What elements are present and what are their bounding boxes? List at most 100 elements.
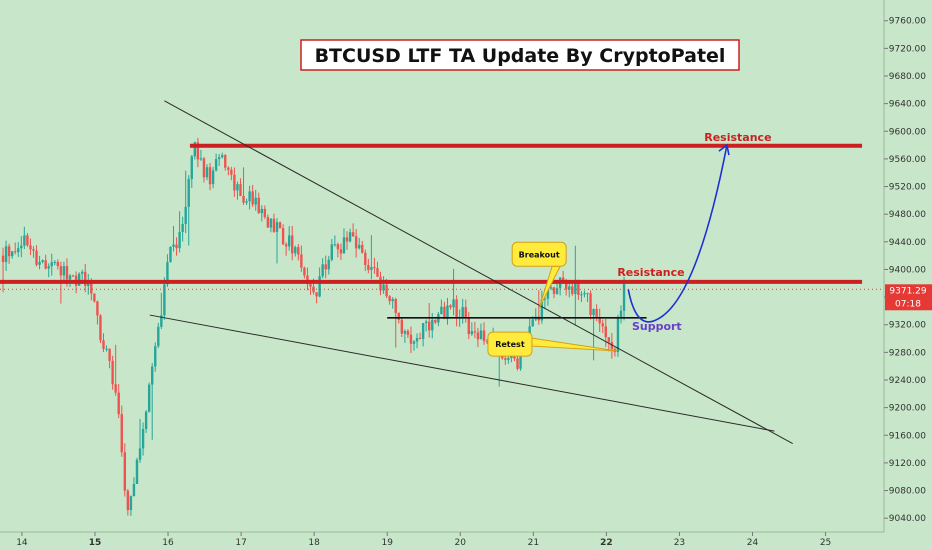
candle-down: [242, 167, 245, 205]
candle-up: [507, 356, 510, 364]
candle-up: [446, 297, 449, 325]
price-tick-label: 9280.00: [889, 348, 926, 358]
time-tick-label: 25: [820, 538, 831, 548]
candle-down: [291, 225, 294, 261]
price-tick-label: 9400.00: [889, 265, 926, 275]
candle-up: [574, 245, 577, 326]
projection-arrowhead: [718, 143, 730, 156]
candle-down: [272, 213, 276, 233]
candle-up: [4, 240, 8, 271]
time-tick-label: 23: [674, 538, 685, 548]
candle-down: [324, 255, 327, 279]
chart-title-box: [300, 39, 740, 71]
candle-up: [260, 205, 263, 222]
candle-up: [461, 298, 464, 324]
price-tick-label: 9720.00: [889, 44, 926, 54]
price-tick-label: 9160.00: [889, 431, 926, 441]
current-price-value: 9371.29: [889, 286, 926, 296]
candle-up: [132, 477, 136, 497]
candle-down: [428, 303, 431, 338]
candle-down: [315, 292, 318, 304]
candle-up: [187, 175, 190, 246]
candle-down: [239, 178, 242, 197]
candle-up: [141, 422, 145, 456]
candle-down: [400, 317, 404, 337]
candle-up: [163, 277, 166, 320]
candle-up: [190, 154, 193, 188]
candle-down: [96, 300, 99, 325]
current-price-tag-box: [885, 284, 932, 311]
candle-up: [17, 242, 20, 258]
candle-down: [306, 267, 309, 291]
candle-down: [589, 290, 592, 320]
time-tick-label: 24: [747, 538, 759, 548]
candle-down: [208, 163, 212, 191]
candle-down: [464, 299, 467, 323]
candle-up: [172, 225, 175, 252]
candle-down: [394, 297, 397, 348]
candle-down: [26, 233, 29, 247]
price-tick-label: 9080.00: [889, 487, 926, 497]
chart-title-text: BTCUSD LTF TA Update By CryptoPatel: [315, 45, 726, 67]
candle-down: [482, 322, 486, 345]
candle-up: [479, 323, 483, 340]
candle-up: [184, 170, 187, 234]
time-tick-label: 19: [381, 538, 393, 548]
candle-up: [330, 239, 334, 262]
descending-trendline: [164, 100, 793, 445]
candle-down: [202, 156, 206, 183]
candle-up: [144, 410, 148, 433]
candle-down: [303, 266, 306, 279]
candle-down: [111, 355, 114, 390]
time-tick-label: 21: [528, 538, 539, 548]
price-axis-ticks: 9040.00 9080.00 9120.00 9160.00 9200.00 9240.…: [884, 17, 926, 524]
candle-up: [452, 268, 455, 316]
candle-down: [455, 295, 458, 327]
candle-up: [321, 258, 324, 279]
candle-down: [32, 246, 35, 258]
price-axis[interactable]: [884, 0, 932, 550]
candle-down: [586, 292, 589, 303]
candle-up: [135, 457, 139, 485]
candle-down: [367, 258, 370, 274]
candle-down: [434, 319, 437, 325]
candle-down: [257, 192, 260, 214]
candle-up: [157, 322, 160, 349]
candle-up: [105, 345, 108, 352]
candle-down: [552, 286, 556, 299]
time-axis[interactable]: [0, 532, 884, 550]
candle-down: [233, 167, 236, 197]
projection-curve: [627, 144, 728, 323]
candle-down: [443, 301, 446, 320]
candle-down: [388, 295, 391, 305]
candle-down: [607, 337, 611, 352]
candle-up: [50, 253, 53, 276]
candle-down: [123, 443, 127, 497]
candle-up: [619, 305, 623, 324]
candle-down: [610, 332, 614, 359]
candle-down: [473, 321, 477, 339]
candle-down: [1, 247, 5, 293]
candle-down: [373, 257, 376, 274]
candle-up: [470, 322, 474, 337]
candle-down: [126, 488, 130, 516]
time-tick-label: 20: [455, 538, 467, 548]
candle-up: [38, 255, 41, 270]
candle-up: [370, 235, 373, 280]
candle-down: [175, 237, 178, 256]
price-tick-label: 9520.00: [889, 183, 926, 193]
candle-up: [415, 333, 419, 349]
candle-up: [20, 236, 23, 258]
lower-wedge-line: [149, 314, 775, 432]
candle-down: [251, 184, 254, 208]
candle-down: [230, 166, 233, 181]
callouts: Breakout Retest: [487, 241, 618, 357]
candle-up: [391, 297, 394, 309]
candle-up: [287, 226, 291, 251]
candle-up: [178, 211, 181, 253]
candle-up: [348, 228, 352, 243]
candle-up: [616, 314, 620, 357]
candle-down: [339, 243, 343, 260]
candle-down: [601, 319, 604, 333]
